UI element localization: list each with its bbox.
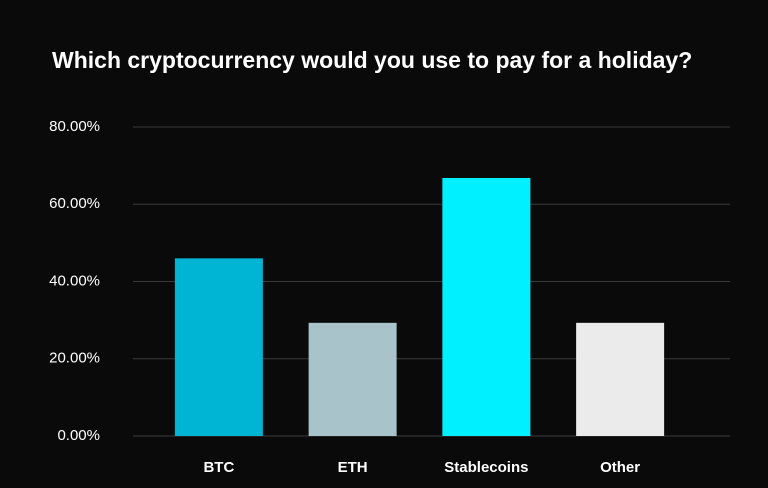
bar [576, 322, 665, 436]
y-tick-label: 40.00% [49, 272, 100, 289]
y-tick-label: 20.00% [49, 350, 100, 367]
x-tick-label: BTC [203, 459, 234, 476]
y-tick-label: 60.00% [49, 195, 100, 212]
x-tick-label: ETH [338, 459, 368, 476]
bar [442, 177, 531, 437]
bar [174, 258, 263, 436]
x-tick-label: Other [600, 459, 640, 476]
y-tick-label: 80.00% [49, 118, 100, 135]
chart-title: Which cryptocurrency would you use to pa… [52, 47, 692, 73]
bar [308, 322, 397, 436]
x-tick-label: Stablecoins [444, 459, 528, 476]
y-tick-label: 0.00% [57, 427, 100, 444]
